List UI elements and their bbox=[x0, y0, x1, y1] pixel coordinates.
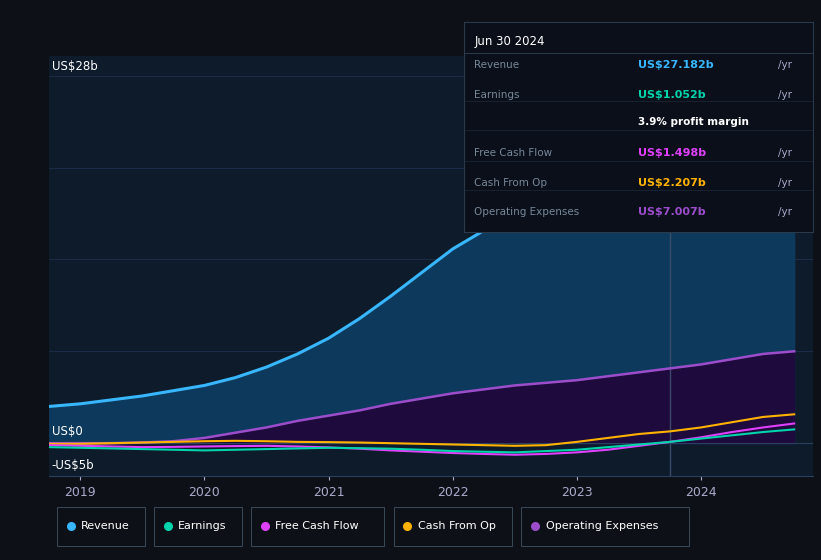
Text: Revenue: Revenue bbox=[475, 60, 520, 70]
Text: US$2.207b: US$2.207b bbox=[639, 178, 706, 188]
Text: US$27.182b: US$27.182b bbox=[639, 60, 714, 70]
Text: US$1.498b: US$1.498b bbox=[639, 148, 706, 158]
Text: Revenue: Revenue bbox=[81, 521, 130, 531]
Text: /yr: /yr bbox=[778, 207, 792, 217]
Text: US$7.007b: US$7.007b bbox=[639, 207, 706, 217]
Text: Earnings: Earnings bbox=[475, 90, 520, 100]
Text: Free Cash Flow: Free Cash Flow bbox=[275, 521, 359, 531]
Text: /yr: /yr bbox=[778, 148, 792, 158]
Text: US$0: US$0 bbox=[52, 425, 82, 438]
Text: Operating Expenses: Operating Expenses bbox=[475, 207, 580, 217]
Text: Cash From Op: Cash From Op bbox=[418, 521, 496, 531]
Text: -US$5b: -US$5b bbox=[52, 459, 94, 472]
Text: /yr: /yr bbox=[778, 90, 792, 100]
Text: Cash From Op: Cash From Op bbox=[475, 178, 548, 188]
Text: /yr: /yr bbox=[778, 60, 792, 70]
Text: Operating Expenses: Operating Expenses bbox=[546, 521, 658, 531]
Text: /yr: /yr bbox=[778, 178, 792, 188]
Text: 3.9% profit margin: 3.9% profit margin bbox=[639, 117, 750, 127]
Text: US$28b: US$28b bbox=[52, 60, 98, 73]
Text: US$1.052b: US$1.052b bbox=[639, 90, 706, 100]
Text: Free Cash Flow: Free Cash Flow bbox=[475, 148, 553, 158]
Text: Earnings: Earnings bbox=[178, 521, 227, 531]
Text: Jun 30 2024: Jun 30 2024 bbox=[475, 35, 545, 48]
